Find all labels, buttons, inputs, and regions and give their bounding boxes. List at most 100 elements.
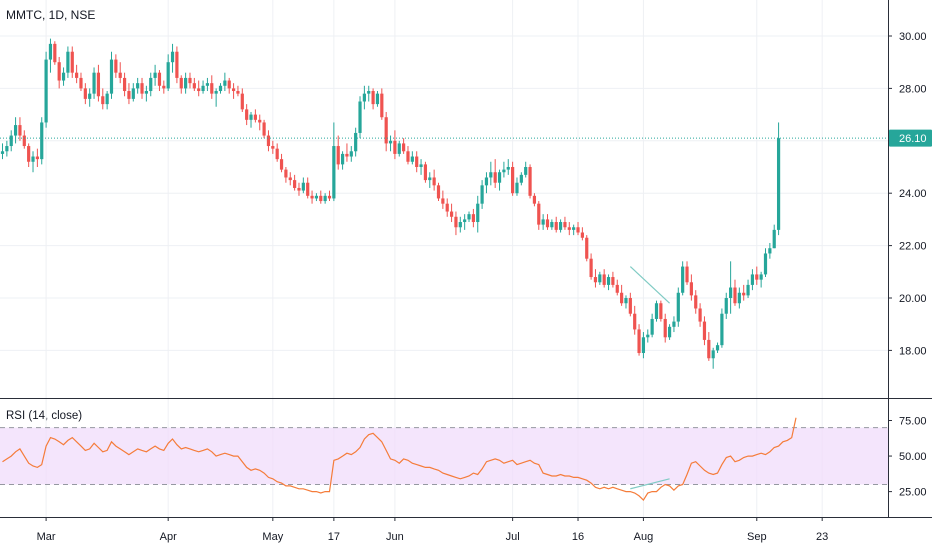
rsi-trendline	[630, 478, 670, 490]
candle	[667, 324, 672, 340]
candle	[406, 146, 410, 165]
candle	[393, 130, 397, 160]
candle-body	[759, 274, 763, 280]
candle-body	[253, 114, 257, 120]
candle	[122, 72, 127, 97]
candle	[157, 70, 162, 92]
candle-body	[214, 91, 218, 94]
candle	[231, 83, 236, 99]
candle-body	[449, 211, 454, 217]
candle-body	[641, 337, 646, 354]
candle	[463, 214, 467, 230]
candle-body	[266, 135, 271, 147]
rsi-tick-label: 50.00	[899, 451, 927, 463]
candle	[136, 77, 140, 94]
rsi-tick-label: 75.00	[899, 416, 927, 428]
candle	[659, 300, 663, 322]
candle-body	[685, 266, 689, 283]
candle	[380, 88, 384, 120]
candle	[537, 201, 541, 230]
candle-body	[293, 180, 297, 188]
candle	[515, 177, 519, 196]
candle-body	[184, 77, 188, 89]
candle	[218, 83, 223, 94]
candle-body	[88, 93, 92, 99]
candle	[611, 271, 615, 288]
candle-body	[467, 214, 471, 220]
candle	[624, 295, 628, 309]
candle-body	[532, 195, 537, 204]
candle-body	[497, 172, 502, 183]
candle	[245, 104, 249, 126]
candle-body	[223, 80, 227, 86]
candle-body	[327, 195, 332, 199]
candle	[715, 342, 720, 354]
candle-body	[44, 59, 48, 123]
candle	[694, 290, 698, 314]
candle	[75, 64, 79, 84]
candle-body	[323, 195, 327, 202]
candle-body	[92, 72, 96, 94]
candle	[480, 180, 484, 209]
candle	[79, 72, 83, 92]
candle-body	[489, 172, 493, 178]
candle-body	[13, 125, 18, 136]
candle	[532, 193, 537, 207]
time-tick-label: 23	[816, 531, 828, 543]
candle-body	[454, 216, 458, 228]
candle	[306, 177, 310, 199]
candle	[9, 130, 13, 152]
candle	[620, 284, 624, 306]
candle	[18, 117, 22, 141]
candle-body	[441, 198, 445, 204]
candle	[524, 161, 528, 178]
candle-body	[667, 326, 672, 338]
candle-body	[476, 203, 480, 223]
candle	[755, 266, 759, 285]
candle	[458, 216, 462, 233]
candle-body	[436, 185, 441, 199]
candle-body	[5, 146, 9, 152]
candle-body	[694, 295, 698, 309]
candle	[188, 72, 192, 89]
candle-body	[681, 266, 685, 293]
candle	[354, 127, 358, 157]
candle-body	[96, 72, 101, 97]
candle-body	[484, 177, 489, 186]
candle	[737, 287, 741, 309]
price-trendline	[629, 266, 670, 304]
candle-body	[362, 93, 366, 102]
candle	[109, 51, 114, 99]
candlestick-series	[0, 38, 781, 369]
candle-body	[541, 219, 545, 225]
candle-body	[166, 62, 170, 89]
candle	[502, 161, 506, 178]
last-price-badge-bg	[889, 129, 932, 147]
candle	[184, 72, 188, 94]
candle	[22, 130, 26, 149]
candle-body	[61, 72, 66, 81]
candle	[88, 88, 92, 107]
candle	[602, 269, 606, 288]
candle-body	[528, 167, 532, 196]
candle	[702, 316, 707, 346]
candle	[672, 316, 676, 333]
candle	[606, 274, 611, 291]
candle	[585, 235, 589, 262]
time-axis[interactable]: Mar Apr May 17 Jun Jul 16 Aug Sep 23	[37, 517, 829, 543]
candle	[367, 85, 371, 102]
candle-body	[768, 248, 772, 254]
candle	[345, 143, 349, 162]
candle-body	[415, 156, 419, 167]
candle	[646, 329, 650, 343]
candle-body	[402, 143, 406, 152]
rsi-axis[interactable]: 25.00 50.00 75.00	[888, 416, 927, 499]
candle	[13, 117, 18, 144]
candle	[742, 284, 746, 301]
candle	[528, 164, 532, 199]
candle	[362, 85, 366, 110]
time-tick-label: Mar	[37, 531, 56, 543]
candle-body	[663, 318, 667, 338]
